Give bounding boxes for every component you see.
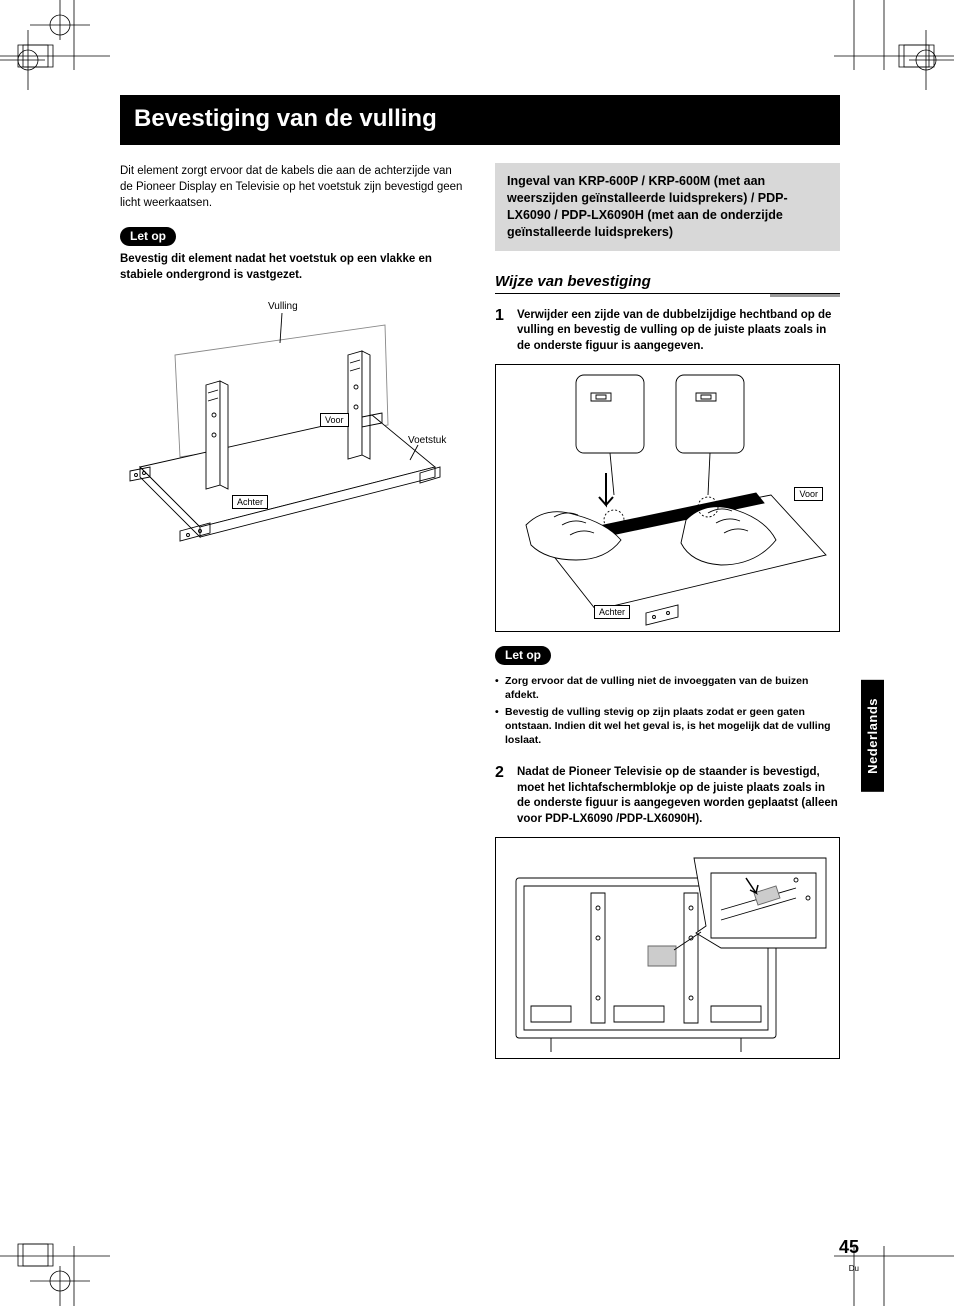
section-heading: Wijze van bevestiging — [495, 273, 840, 294]
label-voor-1: Voor — [320, 413, 349, 427]
step-1-number: 1 — [495, 308, 509, 355]
label-vulling: Vulling — [268, 301, 298, 312]
caution-1-text: Bevestig dit element nadat het voetstuk … — [120, 252, 465, 283]
caution-2-bullet: Zorg ervoor dat de vulling niet de invoe… — [495, 675, 840, 702]
page-number-value: 45 — [839, 1237, 859, 1258]
step-2-text: Nadat de Pioneer Televisie op de staande… — [517, 765, 840, 827]
diagram-pedestal: Vulling Voor Achter Voetstuk — [120, 295, 465, 545]
language-tab: Nederlands — [861, 680, 884, 792]
step-2-number: 2 — [495, 765, 509, 827]
diagram-tv-back — [495, 837, 840, 1059]
page-number: 45 Du — [839, 1237, 859, 1276]
label-voetstuk: Voetstuk — [408, 435, 446, 446]
step-1-text: Verwijder een zijde van de dubbelzijdige… — [517, 308, 840, 355]
diagram-hands: Voor Achter — [495, 364, 840, 632]
right-column: Ingeval van KRP-600P / KRP-600M (met aan… — [495, 163, 840, 1059]
intro-text: Dit element zorgt ervoor dat de kabels d… — [120, 163, 465, 211]
step-1: 1 Verwijder een zijde van de dubbelzijdi… — [495, 308, 840, 355]
model-note-box: Ingeval van KRP-600P / KRP-600M (met aan… — [495, 163, 840, 251]
page-lang: Du — [849, 1264, 859, 1273]
left-column: Dit element zorgt ervoor dat de kabels d… — [120, 163, 465, 1059]
caution-pill-1: Let op — [120, 227, 176, 246]
page-title: Bevestiging van de vulling — [120, 95, 840, 145]
label-achter-2: Achter — [594, 605, 630, 619]
label-achter-1: Achter — [232, 495, 268, 509]
step-2: 2 Nadat de Pioneer Televisie op de staan… — [495, 765, 840, 827]
caution-pill-2: Let op — [495, 646, 551, 665]
label-voor-2: Voor — [794, 487, 823, 501]
caution-2-list: Zorg ervoor dat de vulling niet de invoe… — [495, 675, 840, 747]
caution-2-bullet: Bevestig de vulling stevig op zijn plaat… — [495, 706, 840, 747]
